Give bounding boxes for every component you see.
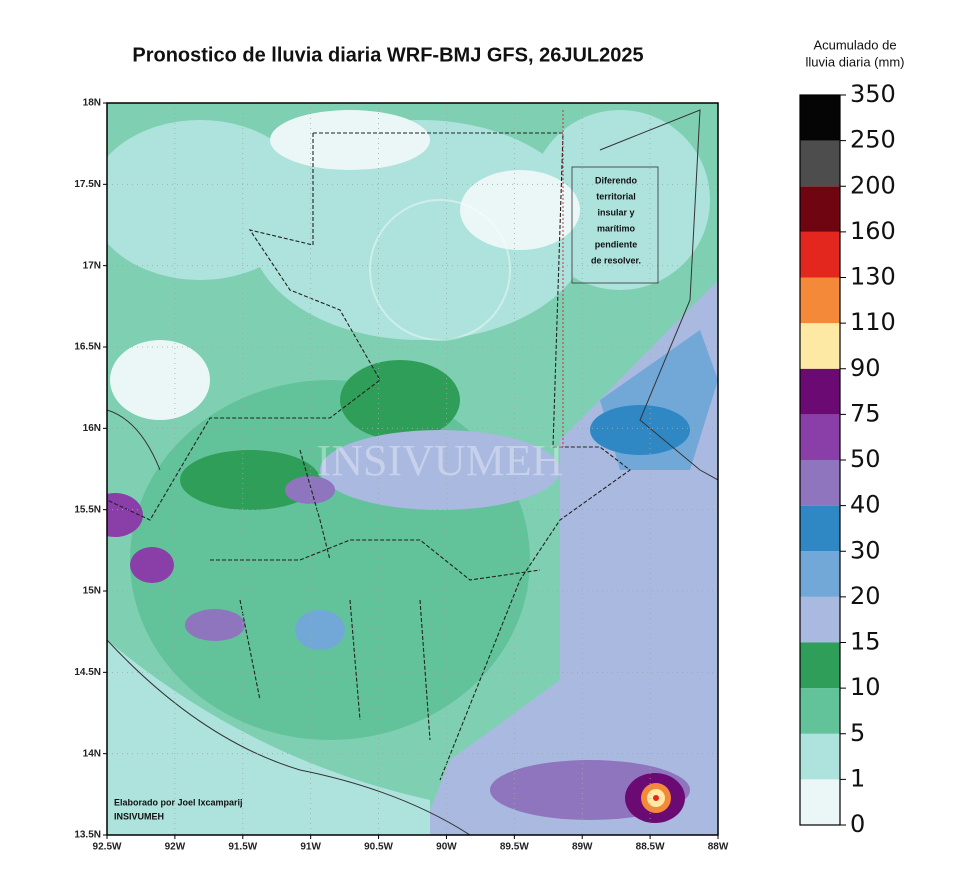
annotation-line: Diferendo bbox=[595, 175, 638, 185]
y-tick-label: 15.5N bbox=[74, 504, 101, 515]
colorbar-segment bbox=[800, 323, 840, 369]
y-tick-label: 14.5N bbox=[74, 667, 101, 678]
y-tick-label: 16N bbox=[83, 423, 101, 434]
y-tick-label: 14N bbox=[83, 748, 101, 759]
colorbar-label: 20 bbox=[850, 582, 881, 610]
colorbar-segment bbox=[800, 596, 840, 643]
y-tick-label: 17.5N bbox=[74, 179, 101, 190]
colorbar-label: 110 bbox=[850, 308, 896, 336]
colorbar-label: 30 bbox=[850, 536, 881, 564]
colorbar-label: 50 bbox=[850, 445, 881, 473]
colorbar-segment bbox=[800, 688, 840, 734]
annotation-line: de resolver. bbox=[591, 255, 641, 265]
x-tick-label: 91.5W bbox=[228, 842, 257, 853]
colorbar-segment bbox=[800, 140, 840, 187]
x-tick-label: 90.5W bbox=[364, 842, 393, 853]
colorbar-segment bbox=[800, 95, 840, 141]
credit: Elaborado por Joel Ixcamparij INSIVUMEH bbox=[114, 797, 243, 821]
colorbar-segment bbox=[800, 551, 840, 597]
colorbar-label: 40 bbox=[850, 491, 881, 519]
colorbar-segment bbox=[800, 277, 840, 324]
y-tick-label: 15N bbox=[83, 586, 101, 597]
x-tick-label: 88W bbox=[708, 842, 729, 853]
colorbar-segment bbox=[800, 368, 840, 415]
map-title: Pronostico de lluvia diaria WRF-BMJ GFS,… bbox=[132, 44, 643, 66]
x-tick-label: 88.5W bbox=[636, 842, 665, 853]
annotation-box bbox=[571, 166, 659, 284]
colorbar-label: 350 bbox=[850, 80, 896, 108]
colorbar-label: 160 bbox=[850, 217, 896, 245]
x-tick-label: 90W bbox=[436, 842, 457, 853]
colorbar-label: 10 bbox=[850, 673, 881, 701]
y-tick-label: 16.5N bbox=[74, 342, 101, 353]
credit-line: Elaborado por Joel Ixcamparij bbox=[114, 797, 243, 807]
colorbar-segment bbox=[800, 460, 840, 506]
x-tick-label: 89.5W bbox=[500, 842, 529, 853]
colorbar-segment bbox=[800, 779, 840, 825]
y-tick-label: 18N bbox=[83, 98, 101, 109]
colorbar-segment bbox=[800, 733, 840, 780]
annotation-line: pendiente bbox=[595, 239, 638, 249]
colorbar-label: 0 bbox=[850, 810, 865, 838]
x-tick-label: 92.5W bbox=[93, 842, 122, 853]
annotation: Diferendo territorial insular y marítimo pen… bbox=[591, 175, 641, 265]
y-tick-label: 17N bbox=[83, 260, 101, 271]
colorbar-segment bbox=[800, 414, 840, 460]
annotation-line: marítimo bbox=[597, 223, 636, 233]
colorbar-segment bbox=[800, 231, 840, 278]
colorbar-segment bbox=[800, 642, 840, 689]
colorbar-label: 250 bbox=[850, 126, 896, 154]
watermark: INSIVUMEH bbox=[317, 436, 564, 485]
colorbar-label: 75 bbox=[850, 399, 881, 427]
colorbar-label: 15 bbox=[850, 628, 881, 656]
y-tick-label: 13.5N bbox=[74, 830, 101, 841]
colorbar-segment bbox=[800, 505, 840, 552]
colorbar-segment bbox=[800, 186, 840, 232]
watermark-seal bbox=[369, 199, 511, 341]
colorbar-label: 90 bbox=[850, 354, 881, 382]
x-tick-label: 92W bbox=[165, 842, 186, 853]
colorbar-label: 130 bbox=[850, 263, 896, 291]
rain-field bbox=[107, 103, 718, 835]
map-frame bbox=[106, 102, 719, 836]
colorbar-label: 200 bbox=[850, 171, 896, 199]
colorbar-title: Acumulado de bbox=[813, 37, 896, 52]
colorbar-label: 5 bbox=[850, 719, 865, 747]
x-tick-label: 89W bbox=[572, 842, 593, 853]
colorbar-title: lluvia diaria (mm) bbox=[806, 54, 905, 69]
annotation-line: territorial bbox=[596, 191, 636, 201]
annotation-line: insular y bbox=[597, 207, 634, 217]
credit-line: INSIVUMEH bbox=[114, 811, 164, 821]
x-tick-label: 91W bbox=[300, 842, 321, 853]
colorbar-label: 1 bbox=[850, 764, 865, 792]
